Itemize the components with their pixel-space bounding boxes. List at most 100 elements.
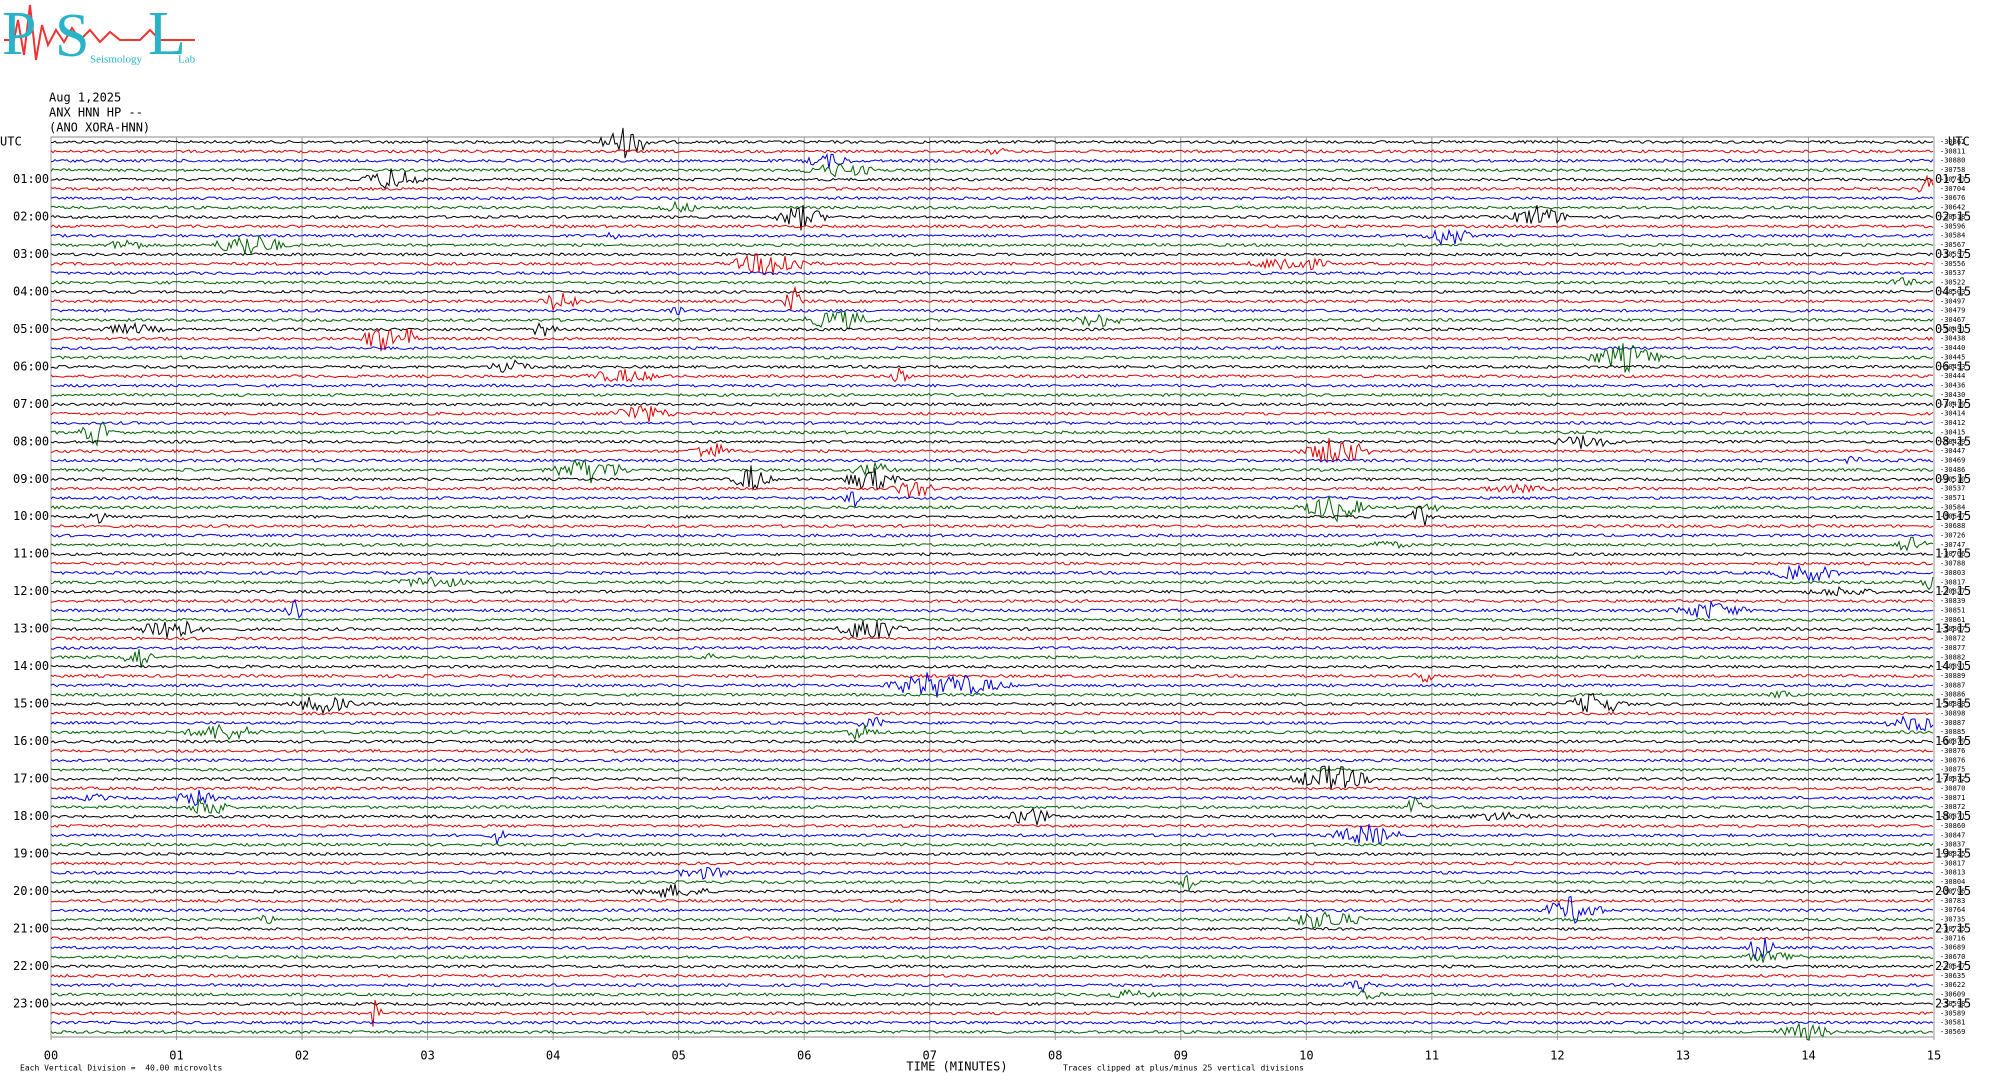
hour-label: 03:00 <box>13 247 49 261</box>
trace-offset: -30879 <box>1940 738 1965 746</box>
trace-offset: -30415 <box>1940 428 1965 436</box>
hour-label: 21:00 <box>13 921 49 935</box>
trace-offset: -30817 <box>1940 578 1965 586</box>
hour-label: 15:15 <box>1935 697 1971 711</box>
trace-offset: -30825 <box>1940 850 1965 858</box>
hour-label: 22:15 <box>1935 959 1971 973</box>
hour-label: 18:00 <box>13 809 49 823</box>
trace <box>50 874 1934 892</box>
trace <box>50 405 1934 423</box>
trace-offset: -30882 <box>1940 653 1965 661</box>
trace <box>51 127 1934 159</box>
x-tick-label: 10 <box>1299 1049 1313 1063</box>
trace-offset: -30758 <box>1940 166 1965 174</box>
hour-label: 23:00 <box>13 996 49 1010</box>
trace <box>50 310 1934 330</box>
trace <box>50 980 1934 994</box>
trace-offset: -30735 <box>1940 916 1965 924</box>
trace <box>50 866 1934 880</box>
trace <box>50 276 1934 286</box>
trace-offset: -30837 <box>1940 841 1965 849</box>
trace <box>50 561 1934 566</box>
trace <box>50 964 1934 969</box>
hour-label: 22:00 <box>13 959 49 973</box>
trace <box>50 153 1934 169</box>
trace <box>50 645 1934 651</box>
hour-label: 19:15 <box>1935 847 1971 861</box>
trace <box>50 786 1934 791</box>
trace-offset: -30581 <box>1940 1019 1965 1027</box>
trace <box>50 861 1934 866</box>
trace <box>50 926 1934 932</box>
trace <box>50 911 1934 929</box>
trace <box>50 458 1934 484</box>
trace-offset: -30537 <box>1940 269 1965 277</box>
trace <box>50 435 1934 449</box>
trace <box>50 383 1934 388</box>
trace <box>50 795 1934 815</box>
trace-offset: -30885 <box>1940 728 1965 736</box>
x-tick-label: 13 <box>1676 1049 1690 1063</box>
x-tick-label: 09 <box>1174 1049 1188 1063</box>
hour-label: 12:00 <box>13 584 49 598</box>
logo-wave <box>4 4 195 61</box>
trace <box>50 807 1934 827</box>
trace-offset: -30676 <box>1940 194 1965 202</box>
trace <box>50 1021 1934 1041</box>
hour-label: 16:00 <box>13 734 49 748</box>
trace <box>50 422 1934 447</box>
trace <box>50 437 1934 464</box>
x-tick-label: 00 <box>44 1049 58 1063</box>
x-tick-label: 04 <box>546 1049 560 1063</box>
trace <box>50 690 1934 699</box>
trace-offset: -30436 <box>1940 382 1965 390</box>
hour-label: 07:00 <box>13 397 49 411</box>
trace-offset: -30876 <box>1940 756 1965 764</box>
hour-label: 09:00 <box>13 472 49 486</box>
trace-offset: -30447 <box>1940 447 1965 455</box>
trace-offset: -30444 <box>1940 372 1965 380</box>
trace-offset: -30642 <box>1940 204 1965 212</box>
trace <box>50 823 1934 829</box>
trace <box>50 898 1933 903</box>
hour-label: 17:00 <box>13 772 49 786</box>
hour-label: 05:15 <box>1935 322 1971 336</box>
trace <box>50 270 1934 276</box>
scale-note: Each Vertical Division = 40.00 microvolt… <box>20 1064 222 1073</box>
trace-offset: -30839 <box>1940 597 1965 605</box>
trace <box>50 936 1934 941</box>
trace-offset: -30871 <box>1940 813 1965 821</box>
trace-offset: -30419 <box>1940 400 1965 408</box>
trace <box>50 228 1934 247</box>
x-tick-label: 14 <box>1801 1049 1815 1063</box>
trace-offset: -30467 <box>1940 316 1965 324</box>
trace <box>50 576 1934 591</box>
trace <box>50 767 1934 772</box>
hour-label: 18:15 <box>1935 809 1971 823</box>
trace <box>50 739 1934 744</box>
trace-offset: -30567 <box>1940 241 1965 249</box>
trace <box>50 617 1934 622</box>
x-tick-label: 02 <box>295 1049 309 1063</box>
trace-offset: -30510 <box>1940 475 1965 483</box>
trace <box>50 598 1934 620</box>
trace <box>50 253 1934 276</box>
trace <box>50 482 1934 499</box>
trace <box>50 174 1934 193</box>
trace-offset: -30889 <box>1940 672 1965 680</box>
trace-offset: -30497 <box>1940 297 1965 305</box>
hour-label: 02:00 <box>13 209 49 223</box>
x-tick-label: 08 <box>1048 1049 1062 1063</box>
trace-offset: -30886 <box>1940 691 1965 699</box>
trace-offset: -30888 <box>1940 700 1965 708</box>
logo-letter: P <box>2 0 36 68</box>
trace <box>50 523 1934 529</box>
trace-offset: -30860 <box>1940 822 1965 830</box>
trace-offset: -30412 <box>1940 419 1965 427</box>
trace-offset: -30811 <box>1940 147 1965 155</box>
trace-offset: -30716 <box>1940 934 1965 942</box>
trace-offset: -30584 <box>1940 232 1965 240</box>
trace <box>50 306 1934 316</box>
x-tick-label: 12 <box>1550 1049 1564 1063</box>
trace <box>50 598 1934 604</box>
